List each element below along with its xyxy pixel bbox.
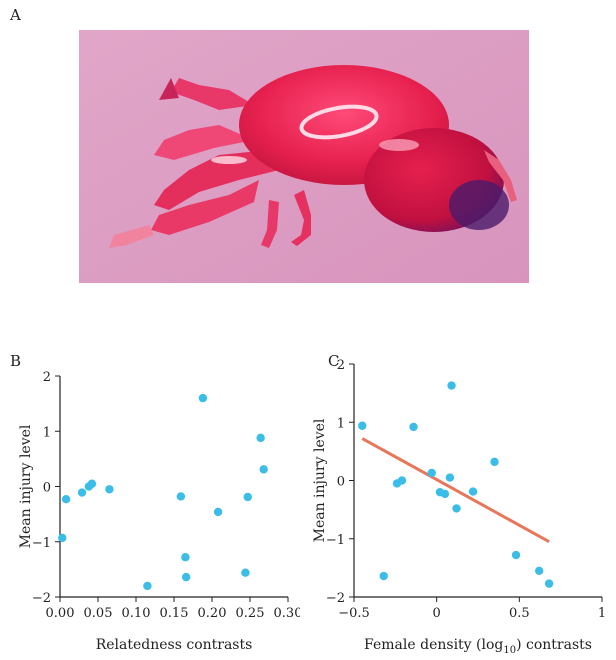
data-point <box>181 572 191 582</box>
data-point <box>181 553 190 562</box>
x-axis-label: Female density (log10) contrasts <box>364 637 592 656</box>
data-point <box>544 579 554 588</box>
data-point <box>452 504 461 513</box>
x-tick-label: 0.20 <box>198 606 227 621</box>
y-axis-label: Mean injury level <box>18 424 34 548</box>
data-point <box>87 479 97 488</box>
insect-photo <box>79 30 529 283</box>
y-tick-label: 0 <box>337 475 345 490</box>
y-tick-label: 1 <box>43 425 51 440</box>
data-point <box>259 465 268 474</box>
panel-b-label: B <box>10 352 22 370</box>
panel-a-label: A <box>10 6 21 24</box>
data-point <box>198 393 208 403</box>
y-tick-label: 1 <box>337 416 345 431</box>
y-tick-label: −1 <box>326 533 345 548</box>
data-point <box>105 485 114 494</box>
data-point <box>213 507 223 517</box>
x-tick-label: 0.05 <box>84 606 113 621</box>
y-tick-label: −1 <box>32 536 51 551</box>
plot-c: −0.5 0 0.5 1 −2 −1 0 1 2 Female density (log10) c… <box>312 358 606 656</box>
data-point <box>409 422 418 432</box>
data-point <box>468 487 478 496</box>
y-axis-label: Mean injury level <box>312 418 328 542</box>
y-tick-label: 0 <box>43 481 51 496</box>
x-tick-label: 0.10 <box>122 606 151 621</box>
x-tick-label: 0.15 <box>160 606 189 621</box>
data-point <box>379 571 388 581</box>
x-tick-label: −0.5 <box>338 606 370 621</box>
x-tick-label: 0.30 <box>274 606 300 621</box>
data-point <box>176 492 186 501</box>
plot-b: 0.00 0.05 0.10 0.15 0.20 0.25 0.30 −2 −1 0 1 2 Relat… <box>18 370 300 653</box>
y-tick-label: 2 <box>43 370 51 385</box>
data-point <box>256 433 265 443</box>
data-point <box>143 581 152 591</box>
x-axis-label-subscript: 10 <box>503 645 516 656</box>
x-tick-label: 1 <box>598 606 606 621</box>
trend-line <box>361 437 550 543</box>
data-point <box>58 533 67 543</box>
panel-c-label: C <box>328 352 340 370</box>
x-axis-label: Relatedness contrasts <box>96 637 253 653</box>
data-point <box>534 566 544 575</box>
x-tick-label: 0.00 <box>46 606 75 621</box>
y-tick-label: −2 <box>326 591 345 606</box>
data-point <box>243 492 252 502</box>
y-tick-label: −2 <box>32 591 51 606</box>
data-point <box>61 495 71 504</box>
x-tick-label: 0 <box>433 606 441 621</box>
y-tick-label: 2 <box>337 358 345 373</box>
insect-body <box>109 65 517 248</box>
data-point <box>447 381 456 390</box>
x-tick-label: 0.25 <box>236 606 265 621</box>
data-point <box>427 468 436 478</box>
data-point <box>440 489 450 499</box>
data-point <box>445 473 455 482</box>
data-point <box>77 488 87 497</box>
x-axis-label-end: ) contrasts <box>516 637 592 653</box>
data-point <box>511 550 521 560</box>
data-point <box>490 457 499 467</box>
data-point <box>241 568 250 577</box>
data-point <box>358 421 367 430</box>
data-point <box>397 476 407 485</box>
x-tick-label: 0.5 <box>509 606 530 621</box>
